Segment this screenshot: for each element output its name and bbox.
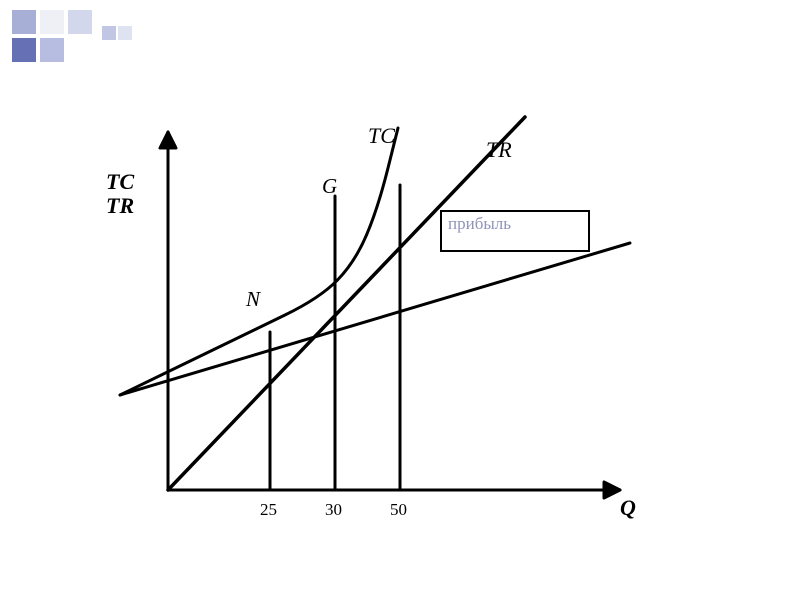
y-axis-label: TCTR [106,170,134,218]
x-tick-label: 25 [260,500,277,520]
label-n: N [246,288,260,311]
profit-label-text: прибыль [448,214,511,233]
profit-label-box: прибыль [440,210,590,252]
x-axis-label: Q [620,496,636,520]
x-tick-label: 30 [325,500,342,520]
chart: TCTR Q N G TC TR прибыль 25 30 50 [0,0,800,600]
label-tc: TC [368,124,395,148]
label-g: G [322,175,337,198]
label-tr: TR [486,138,512,162]
x-tick-label: 50 [390,500,407,520]
